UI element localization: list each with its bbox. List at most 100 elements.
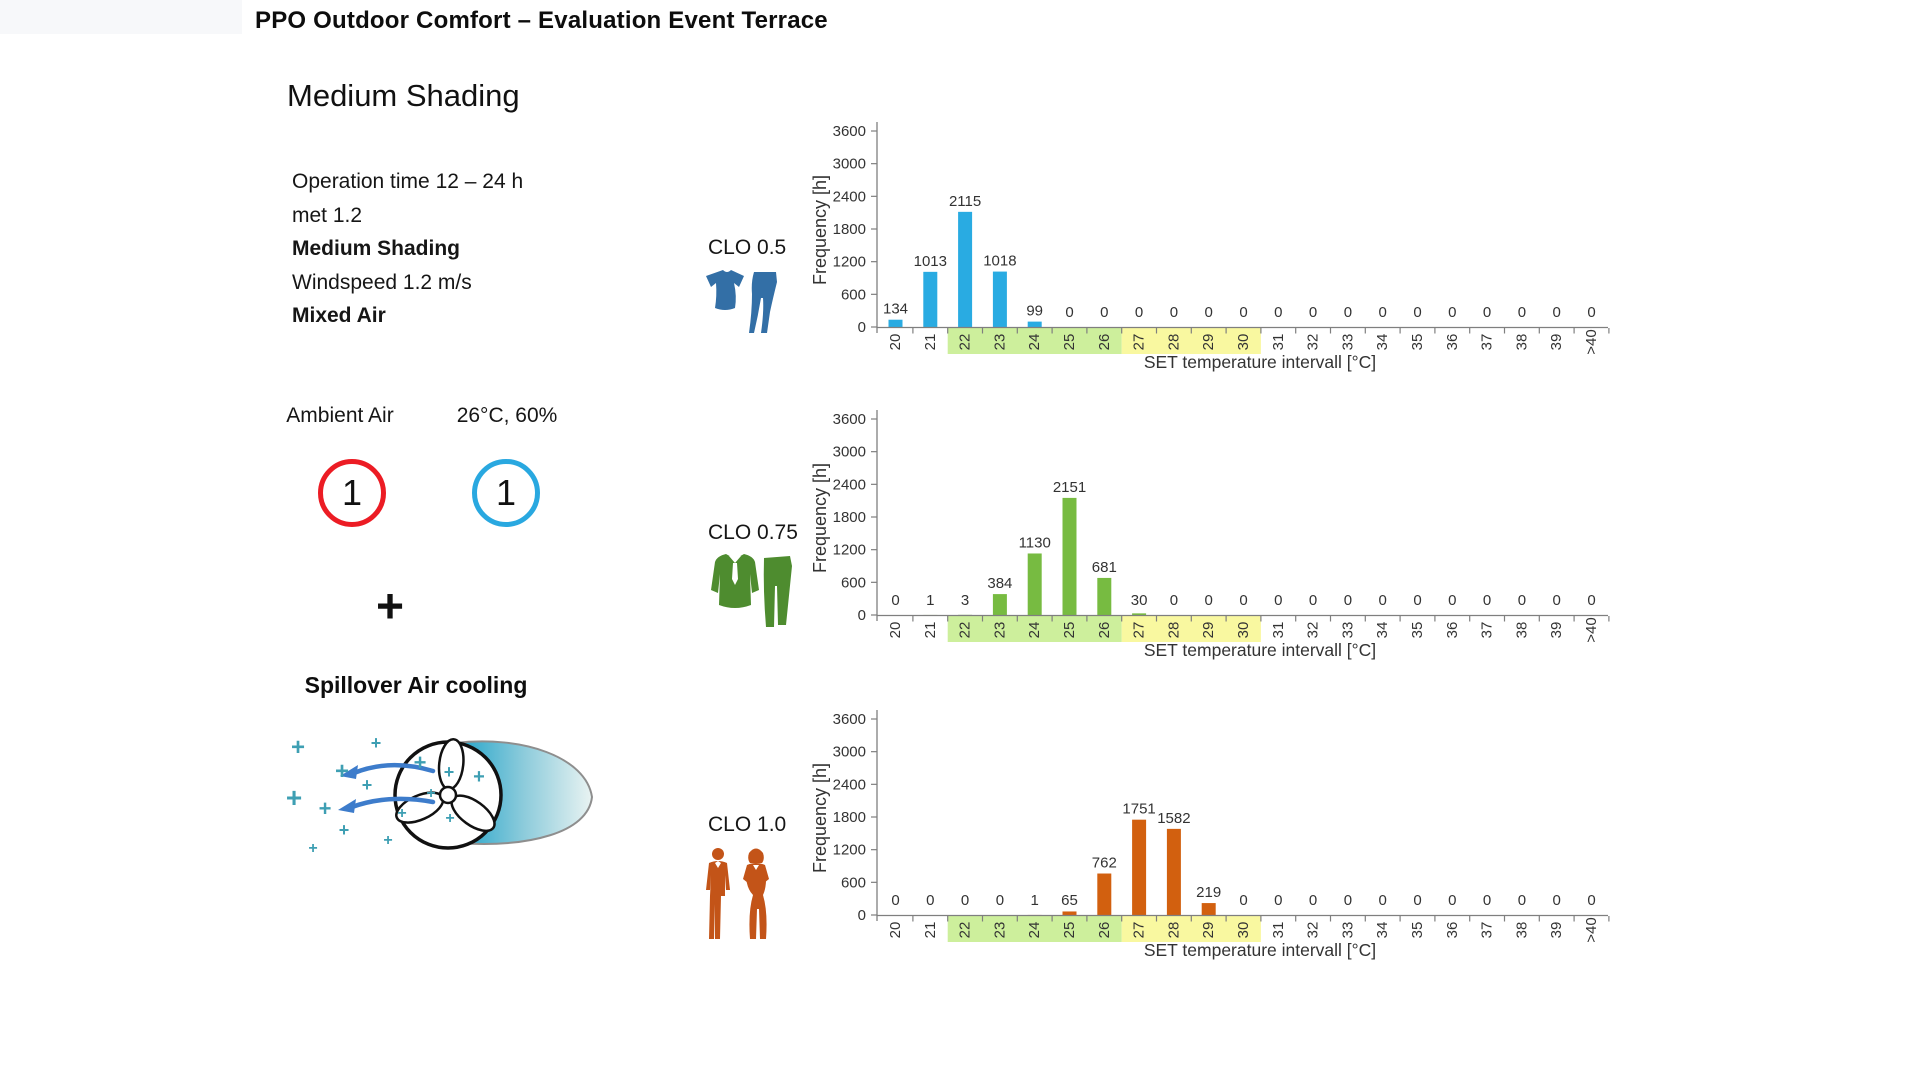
x-category-label: 37 <box>1479 334 1496 351</box>
x-category-label: 39 <box>1548 622 1565 639</box>
bar-value-label: 0 <box>1587 592 1595 609</box>
bar-value-label: 0 <box>1065 304 1073 321</box>
x-category-label: 24 <box>1026 622 1043 639</box>
bar-value-label: 134 <box>883 301 908 318</box>
y-tick-label: 1800 <box>833 221 866 238</box>
x-category-label: 26 <box>1096 622 1113 639</box>
clo-0-75-label: CLO 0.75 <box>708 521 798 544</box>
y-tick-label: 1800 <box>833 509 866 526</box>
x-category-label: 37 <box>1479 622 1496 639</box>
x-category-label: 35 <box>1409 922 1426 939</box>
svg-text:+: + <box>383 832 392 849</box>
x-category-label: 33 <box>1339 922 1356 939</box>
spillover-title: Spillover Air cooling <box>304 672 528 698</box>
bar-value-label: 0 <box>1239 592 1247 609</box>
bar-23 <box>992 594 1007 615</box>
svg-text:+: + <box>335 758 349 785</box>
x-category-label: 38 <box>1513 334 1530 351</box>
svg-text:+: + <box>414 750 427 775</box>
bar-value-label: 0 <box>1344 592 1352 609</box>
svg-text:+: + <box>291 734 305 761</box>
cool-air-arrowheads <box>338 765 358 813</box>
x-category-label: 29 <box>1200 622 1217 639</box>
bar-value-label: 0 <box>1553 592 1561 609</box>
x-category-label: 34 <box>1374 922 1391 939</box>
bar-value-label: 1130 <box>1019 534 1051 551</box>
x-category-label: 36 <box>1444 922 1461 939</box>
y-tick-label: 600 <box>841 574 866 591</box>
x-category-label: 28 <box>1165 922 1182 939</box>
x-category-label: >40 <box>1583 617 1600 642</box>
x-category-label: 21 <box>922 622 939 639</box>
svg-text:+: + <box>397 805 406 822</box>
bar-value-label: 0 <box>1379 892 1387 909</box>
x-category-label: 30 <box>1235 334 1252 351</box>
bar-22 <box>958 211 973 327</box>
x-category-label: 37 <box>1479 922 1496 939</box>
bar-value-label: 0 <box>1205 304 1213 321</box>
x-category-label: >40 <box>1583 329 1600 354</box>
bar-26 <box>1097 577 1112 615</box>
bar-25 <box>1062 911 1077 915</box>
svg-text:+: + <box>319 796 332 821</box>
x-category-label: 26 <box>1096 922 1113 939</box>
air-jet-beam-edge <box>454 740 594 845</box>
x-category-label: 31 <box>1270 334 1287 351</box>
x-category-label: 30 <box>1235 922 1252 939</box>
bar-value-label: 1 <box>926 592 934 609</box>
svg-text:+: + <box>473 766 485 788</box>
x-category-label: 26 <box>1096 334 1113 351</box>
bar-value-label: 0 <box>1518 592 1526 609</box>
y-tick-label: 0 <box>858 607 866 624</box>
bar-value-label: 0 <box>1274 304 1282 321</box>
x-category-label: 34 <box>1374 622 1391 639</box>
cool-air-arrows <box>349 762 436 810</box>
bar-value-label: 2151 <box>1053 479 1086 496</box>
x-category-label: 22 <box>957 334 974 351</box>
spill-condition-label: 26°C, 60% <box>456 404 558 427</box>
x-category-label: 33 <box>1339 622 1356 639</box>
bar-value-label: 99 <box>1026 303 1043 320</box>
info-line: Mixed Air <box>292 304 386 327</box>
x-category-label: 25 <box>1061 622 1078 639</box>
x-category-label: 22 <box>957 622 974 639</box>
bar-value-label: 0 <box>891 892 899 909</box>
bar-value-label: 30 <box>1131 592 1148 609</box>
bar-value-label: 0 <box>1170 304 1178 321</box>
bar-27 <box>1132 613 1147 615</box>
x-category-label: 23 <box>991 622 1008 639</box>
y-tick-label: 2400 <box>833 476 866 493</box>
plus-sign: + <box>375 580 405 634</box>
bar-26 <box>1097 873 1112 915</box>
bar-value-label: 0 <box>961 892 969 909</box>
comfort-band <box>947 916 1122 942</box>
y-tick-label: 1200 <box>833 842 866 859</box>
svg-text:+: + <box>426 785 435 802</box>
bar-value-label: 0 <box>1205 592 1213 609</box>
bar-value-label: 0 <box>1274 592 1282 609</box>
bar-value-label: 0 <box>1483 304 1491 321</box>
bar-value-label: 384 <box>987 575 1012 592</box>
bar-value-label: 0 <box>1135 304 1143 321</box>
info-line: Operation time 12 – 24 h <box>292 170 524 193</box>
bar-value-label: 1582 <box>1157 810 1190 827</box>
bar-24 <box>1027 321 1042 327</box>
bar-value-label: 1751 <box>1122 801 1155 818</box>
bar-value-label: 0 <box>1587 892 1595 909</box>
info-line: Medium Shading <box>292 237 460 260</box>
fan-with-air-jet-icon: + + + + + + + + + + + + + + + <box>286 733 594 857</box>
bar-value-label: 0 <box>1553 304 1561 321</box>
bar-value-label: 0 <box>891 592 899 609</box>
bar-value-label: 0 <box>1344 892 1352 909</box>
x-category-label: 28 <box>1165 622 1182 639</box>
y-axis-title: Frequency [h] <box>810 463 830 573</box>
y-tick-label: 3000 <box>833 444 866 461</box>
y-tick-label: 1200 <box>833 254 866 271</box>
y-tick-label: 600 <box>841 874 866 891</box>
x-category-label: 31 <box>1270 922 1287 939</box>
svg-text:+: + <box>286 782 302 813</box>
cool-air-plus-marks: + + + + + + + + + + + + + + + <box>286 733 485 857</box>
bar-value-label: 0 <box>1309 304 1317 321</box>
x-category-label: 38 <box>1513 622 1530 639</box>
